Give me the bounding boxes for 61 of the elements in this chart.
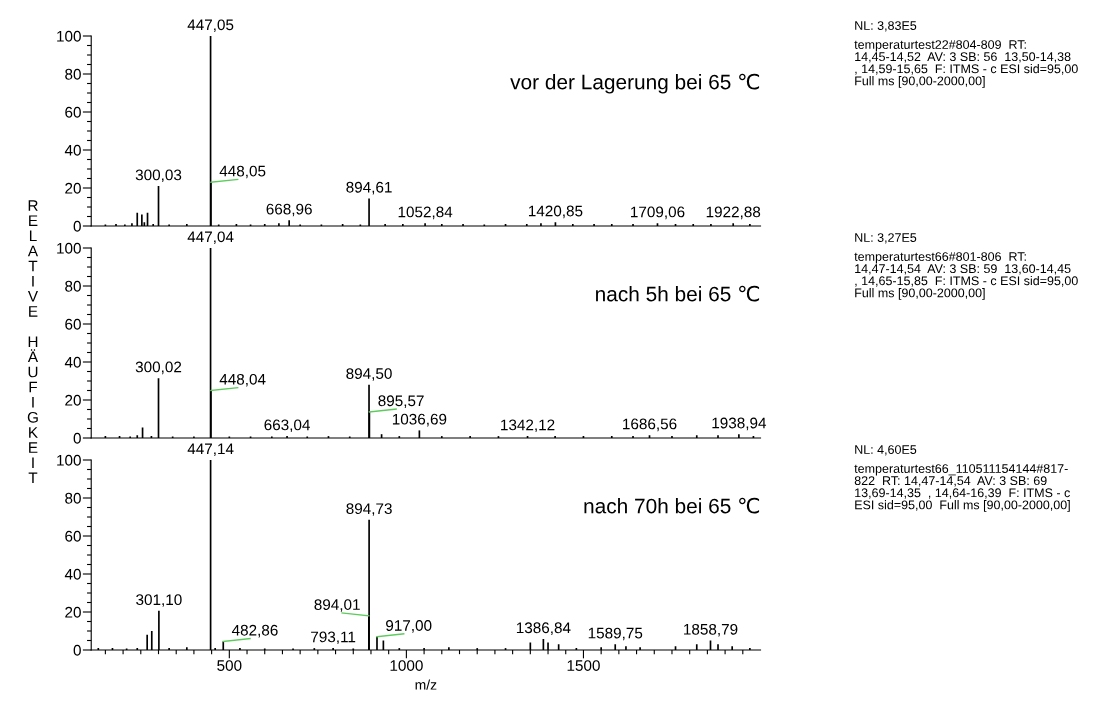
y-tick-label: 60 — [65, 318, 81, 330]
annotation: 894,61 — [346, 181, 392, 195]
annotation: 301,10 — [136, 594, 182, 607]
annotation: 1858,79 — [684, 623, 738, 637]
text: NL: 4,60E5 — [855, 445, 917, 456]
y-tick-label: 80 — [65, 68, 81, 80]
annotation: 447,04 — [187, 231, 234, 245]
annotation: 1386,84 — [516, 622, 571, 635]
annotation: 668,96 — [266, 203, 312, 217]
y-tick-label: 0 — [73, 644, 81, 656]
annotation: 447,14 — [187, 443, 234, 457]
annotation: 894,50 — [346, 368, 392, 381]
annotation: 1709,06 — [631, 206, 685, 220]
y-tick-label: 80 — [65, 280, 81, 292]
x-tick-label: 500 — [217, 660, 242, 671]
annotation: 1686,56 — [623, 418, 677, 432]
annotation: 1938,94 — [712, 417, 767, 431]
text: NL: 3,27E5 — [855, 233, 917, 244]
annotation: 894,01 — [314, 599, 360, 612]
annotation: 1342,12 — [501, 419, 555, 433]
annotation: 482,86 — [231, 624, 278, 638]
x-axis-title: m/z — [415, 679, 437, 690]
y-tick-label: 20 — [65, 182, 81, 194]
y-tick-label: 20 — [65, 394, 81, 406]
text: temperaturtest66_110511154144#817- 822 RT: 14,47-14,54 AV: 3 SB: 69 13,69-14,35 , 14,64-16,39 F: ITMS - c ESI sid=95,00 Full ms [90,00-2000,00] — [854, 464, 1070, 512]
y-tick-label: 0 — [73, 220, 81, 232]
annotation: 1589,75 — [588, 627, 643, 641]
x-tick-label: 1000 — [390, 660, 423, 671]
y-tick-label: 40 — [64, 144, 81, 156]
annotation: 1052,84 — [398, 206, 453, 220]
y-tick-label: 100 — [57, 30, 81, 42]
y-tick-label: 40 — [64, 356, 81, 368]
y-tick-label: 0 — [73, 432, 81, 444]
y-tick-label: 20 — [65, 606, 81, 618]
annotation: 447,05 — [187, 19, 234, 33]
annotation: 895,57 — [378, 395, 424, 408]
y-tick-label: 100 — [57, 242, 81, 254]
text: temperaturtest22#804-809 RT: 14,45-14,52 AV: 3 SB: 56 13,50-14,38 , 14,59-15,65 F: ITMS - c ESI sid=95,00 Full ms [90,00-2000,00] — [854, 40, 1078, 88]
annotation: 663,04 — [264, 419, 310, 433]
annotation: 917,00 — [386, 620, 432, 633]
annotation: 448,04 — [219, 373, 266, 387]
annotation: 448,05 — [219, 165, 266, 179]
text: nach 70h bei 65 ℃ — [584, 497, 760, 514]
annotation: 793,11 — [311, 631, 356, 645]
text: vor der Lagerung bei 65 ℃ — [510, 73, 760, 94]
text: nach 5h bei 65 ℃ — [596, 285, 760, 302]
y-tick-label: 100 — [57, 454, 81, 466]
annotation: 1036,69 — [392, 413, 447, 427]
text: NL: 3,83E5 — [855, 21, 917, 32]
y-tick-label: 60 — [65, 530, 81, 542]
y-tick-label: 40 — [64, 568, 81, 580]
y-tick-label: 80 — [65, 492, 81, 504]
annotation: 1922,88 — [706, 206, 761, 220]
x-tick-label: 1500 — [567, 660, 600, 671]
annotation: 1420,85 — [528, 205, 583, 219]
annotation: 300,02 — [135, 361, 182, 375]
annotation: 300,03 — [135, 169, 182, 183]
y-tick-label: 60 — [65, 106, 81, 118]
text: temperaturtest66#801-806 RT: 14,47-14,54 AV: 3 SB: 59 13,60-14,45 , 14,65-15,85 F: ITMS - c ESI sid=95,00 Full ms [90,00-2000,00] — [854, 252, 1078, 300]
text: RELATIVE HÄUFIGKEIT — [27, 200, 39, 484]
annotation: 894,73 — [346, 503, 392, 516]
